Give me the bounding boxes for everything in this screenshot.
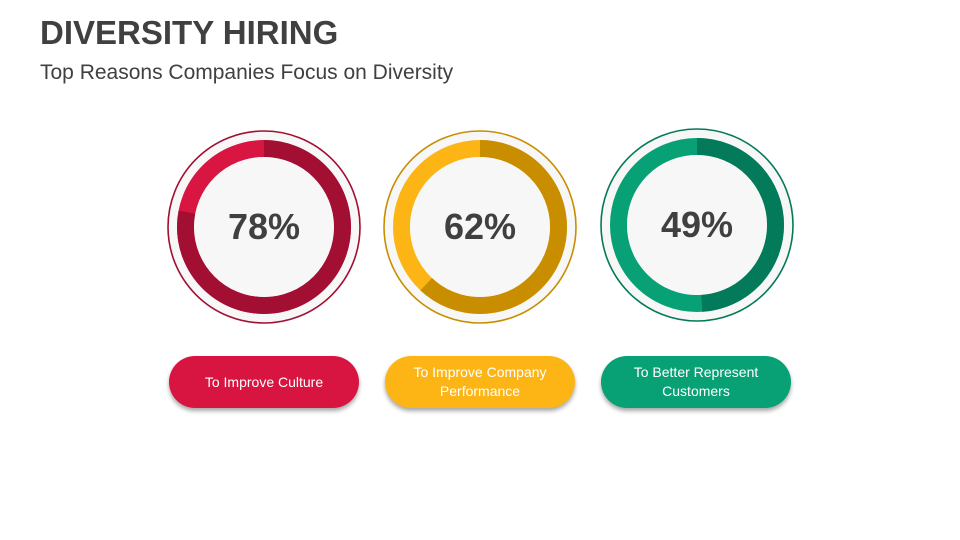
label-pill-customers: To Better Represent Customers — [601, 356, 791, 408]
percentage-value: 78% — [227, 206, 301, 247]
page-title: DIVERSITY HIRING — [40, 14, 339, 51]
label-pill-performance: To Improve Company Performance — [385, 356, 575, 408]
pill-label: To Improve Company Performance — [413, 364, 547, 399]
donut-chart-performance: 62% — [380, 127, 580, 327]
donut-chart-culture: 78% — [164, 127, 364, 327]
pill-label: To Better Represent Customers — [633, 364, 759, 399]
percentage-value: 62% — [443, 206, 517, 247]
donut-ring-icon — [383, 130, 577, 324]
percentage-value: 49% — [660, 204, 734, 245]
donut-chart-customers: 49% — [597, 125, 797, 325]
pill-label: To Improve Culture — [204, 373, 324, 390]
donut-ring-icon — [167, 130, 361, 324]
label-pill-culture: To Improve Culture — [169, 356, 359, 408]
page-subtitle: Top Reasons Companies Focus on Diversity — [40, 61, 454, 84]
donut-ring-icon — [600, 128, 794, 322]
